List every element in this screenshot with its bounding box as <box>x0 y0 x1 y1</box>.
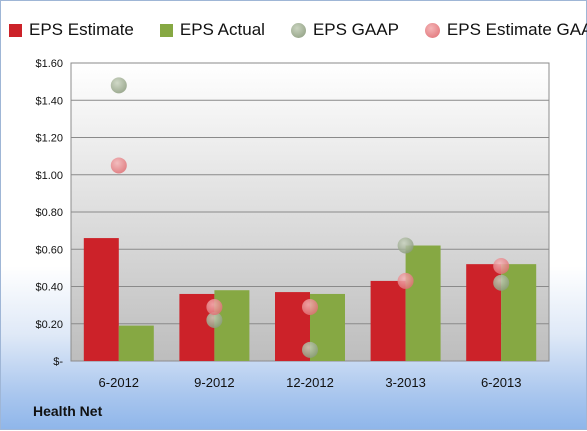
legend-label-eps-gaap: EPS GAAP <box>312 20 399 39</box>
bar-eps-actual <box>118 325 154 361</box>
point-eps-gaap <box>493 274 510 291</box>
x-category-label: 3-2013 <box>385 375 425 390</box>
point-eps-gaap <box>302 341 318 358</box>
point-eps-estimate-gaap <box>302 298 318 315</box>
point-eps-gaap <box>110 77 127 94</box>
legend: EPS Estimate EPS Actual EPS GAAP EPS Est… <box>9 19 587 41</box>
legend-item-eps-actual: EPS Actual <box>159 20 265 40</box>
y-tick-label: $1.00 <box>35 170 63 182</box>
y-tick-label: $0.80 <box>35 207 63 219</box>
x-category-label: 12-2012 <box>286 375 334 390</box>
x-category-label: 9-2012 <box>194 375 234 390</box>
point-eps-estimate-gaap <box>493 258 510 275</box>
y-tick-label: $- <box>53 356 63 368</box>
point-eps-gaap <box>206 312 223 329</box>
legend-swatch-eps-estimate <box>9 23 22 37</box>
bar-eps-actual <box>405 245 441 361</box>
point-eps-estimate-gaap <box>397 272 414 289</box>
legend-label-eps-estimate-gaap: EPS Estimate GAAP <box>446 20 587 39</box>
x-category-label: 6-2013 <box>481 375 521 390</box>
point-eps-estimate-gaap <box>206 298 223 315</box>
company-name: Health Net <box>33 403 103 419</box>
legend-marker-eps-estimate-gaap <box>424 22 440 38</box>
y-tick-label: $0.40 <box>35 282 63 294</box>
legend-item-eps-gaap: EPS GAAP <box>290 20 399 40</box>
bar-eps-estimate <box>83 238 119 361</box>
point-eps-estimate-gaap <box>110 157 127 174</box>
y-tick-label: $1.60 <box>35 58 63 70</box>
point-eps-gaap <box>397 237 414 254</box>
bar-eps-estimate <box>370 280 406 361</box>
y-tick-label: $1.20 <box>35 133 63 145</box>
y-tick-label: $0.20 <box>35 319 63 331</box>
x-category-label: 6-2012 <box>99 375 139 390</box>
y-tick-label: $1.40 <box>35 95 63 107</box>
legend-item-eps-estimate-gaap: EPS Estimate GAAP <box>424 20 587 40</box>
legend-item-eps-estimate: EPS Estimate <box>9 20 134 40</box>
legend-swatch-eps-actual <box>159 23 173 37</box>
legend-label-eps-estimate: EPS Estimate <box>29 20 134 39</box>
legend-marker-eps-gaap <box>290 22 306 38</box>
legend-label-eps-actual: EPS Actual <box>179 20 265 39</box>
y-tick-label: $0.60 <box>35 244 63 256</box>
